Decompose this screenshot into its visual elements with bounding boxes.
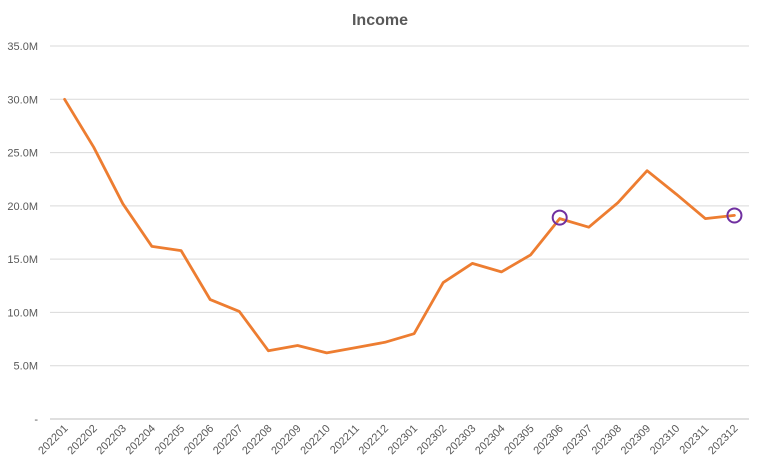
chart-title: Income [352,12,408,29]
y-tick-label: 25.0M [7,148,38,160]
x-tick-label: 202210 [298,423,332,457]
x-tick-label: 202305 [502,423,536,457]
x-tick-label: 202312 [706,423,740,457]
x-tick-label: 202203 [94,423,128,457]
x-tick-label: 202311 [678,423,712,457]
x-tick-label: 202302 [415,423,449,457]
x-tick-label: 202206 [182,423,216,457]
grid-layer [50,45,749,420]
series-layer [63,97,736,355]
y-axis-ticks: - 5.0M 10.0M 15.0M 20.0M 25.0M 30.0M 35.0M [7,41,38,426]
y-tick-label: 35.0M [7,41,38,53]
series-line [63,97,736,355]
highlight-markers [551,207,743,226]
x-tick-label: 202303 [444,423,478,457]
x-tick-label: 202201 [36,423,70,457]
y-tick-label: 15.0M [7,254,38,266]
x-tick-label: 202209 [269,423,303,457]
x-tick-label: 202309 [619,423,653,457]
y-tick-label: 10.0M [7,307,38,319]
x-tick-label: 202205 [153,423,187,457]
y-tick-label: - [34,414,38,426]
x-tick-label: 202211 [328,423,362,457]
y-tick-label: 5.0M [14,361,38,373]
x-tick-label: 202212 [357,423,391,457]
x-tick-label: 202308 [590,423,624,457]
y-tick-label: 20.0M [7,201,38,213]
x-tick-label: 202304 [473,423,507,457]
y-tick-label: 30.0M [7,94,38,106]
x-axis-ticks: 2022012022022022032022042022052022062022… [36,423,740,457]
x-tick-label: 202310 [648,423,682,457]
x-tick-label: 202306 [531,423,565,457]
x-tick-label: 202202 [65,423,99,457]
highlight-marker [551,209,568,226]
x-tick-label: 202207 [211,423,245,457]
x-tick-label: 202208 [240,423,274,457]
x-tick-label: 202307 [560,423,594,457]
x-tick-label: 202301 [386,423,420,457]
highlight-marker [726,207,743,224]
x-tick-label: 202204 [124,423,158,457]
